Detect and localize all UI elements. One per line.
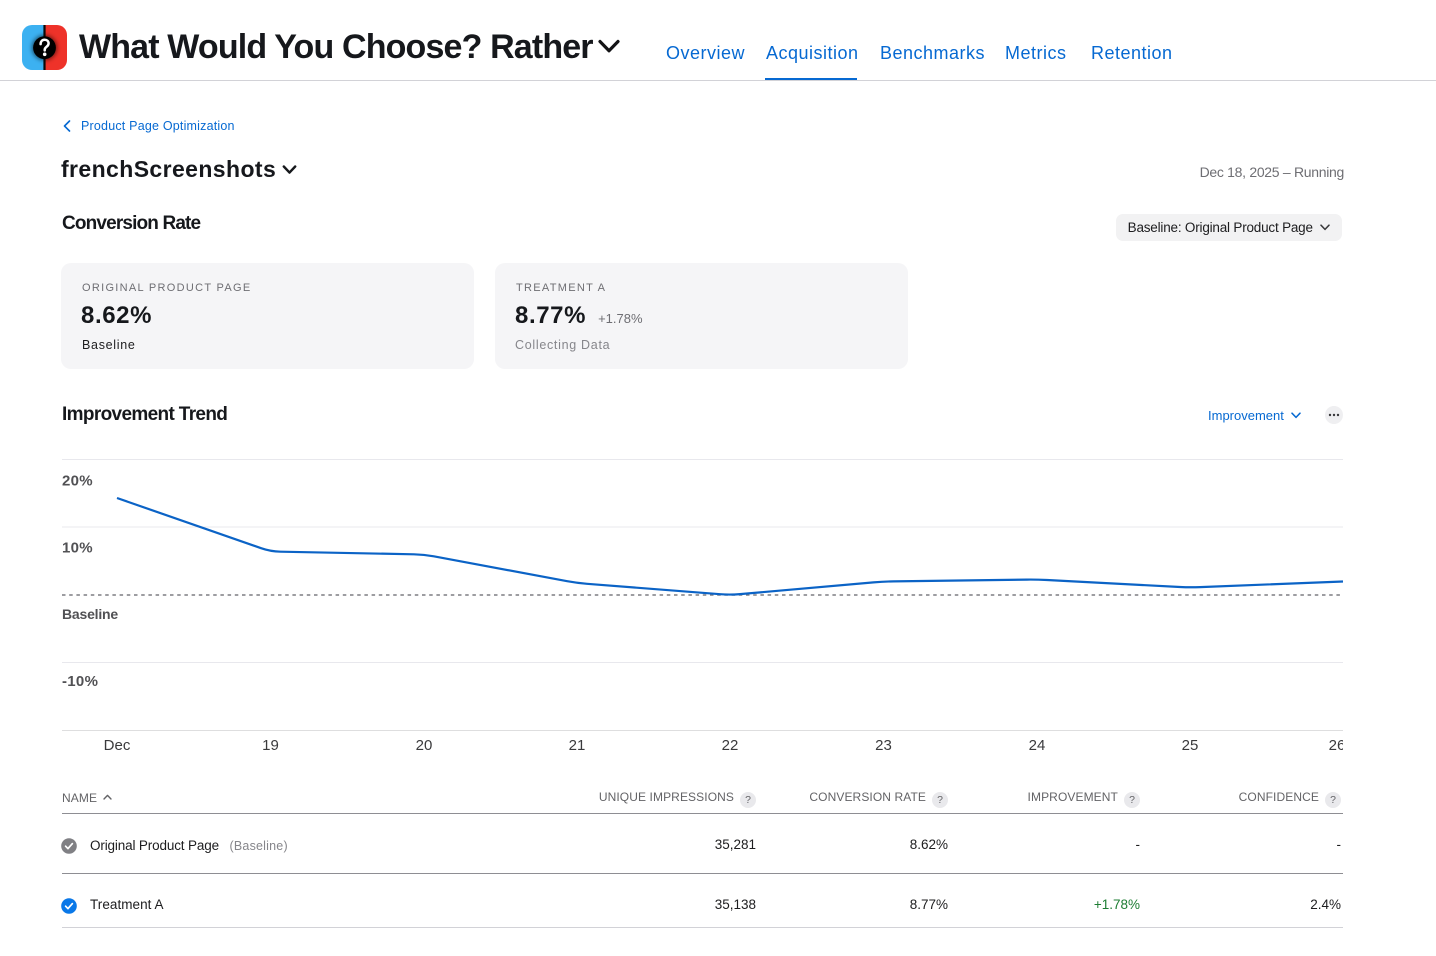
svg-text:20: 20 bbox=[416, 737, 433, 754]
svg-text:24: 24 bbox=[1029, 737, 1046, 754]
svg-text:19: 19 bbox=[262, 737, 279, 754]
svg-text:Dec: Dec bbox=[104, 737, 131, 754]
svg-text:22: 22 bbox=[722, 737, 739, 754]
svg-text:-10%: -10% bbox=[62, 673, 98, 690]
svg-text:26: 26 bbox=[1329, 737, 1343, 754]
svg-text:25: 25 bbox=[1182, 737, 1199, 754]
svg-text:Baseline: Baseline bbox=[62, 606, 118, 622]
svg-text:20%: 20% bbox=[62, 473, 93, 490]
svg-text:10%: 10% bbox=[62, 540, 93, 557]
svg-text:21: 21 bbox=[569, 737, 586, 754]
svg-text:23: 23 bbox=[875, 737, 892, 754]
